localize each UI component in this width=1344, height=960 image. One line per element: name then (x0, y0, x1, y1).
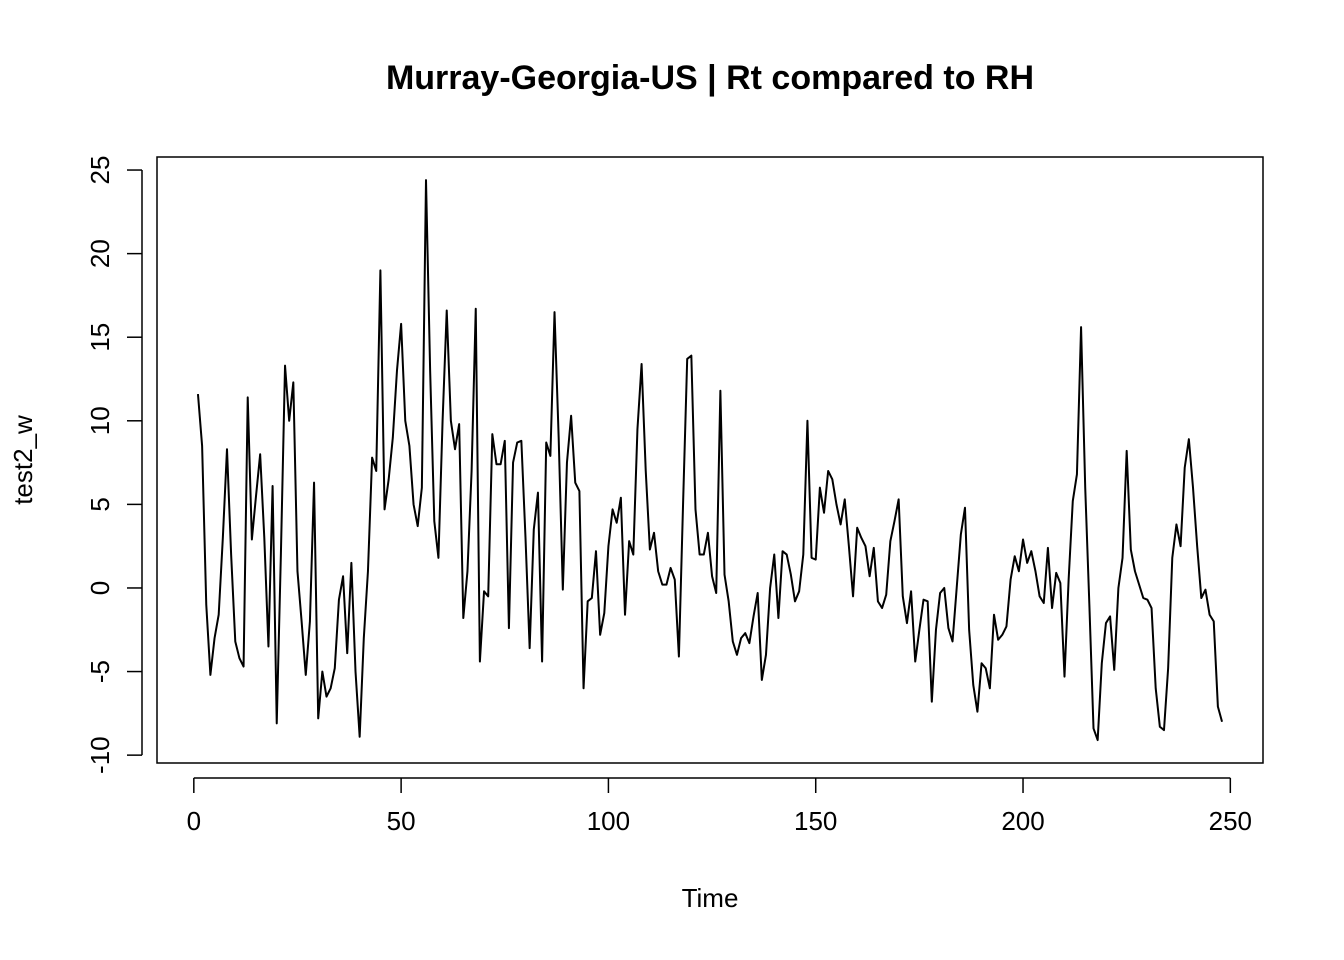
series-line (196, 179, 1224, 742)
plot-box (156, 156, 1264, 764)
y-tick-label: 25 (85, 156, 115, 185)
x-tick-label: 150 (794, 806, 837, 836)
x-tick-label: 0 (187, 806, 201, 836)
x-axis-label: Time (682, 883, 739, 913)
y-tick-label: 0 (85, 581, 115, 595)
y-axis-label: test2_w (8, 415, 38, 505)
chart-title: Murray-Georgia-US | Rt compared to RH (386, 59, 1034, 97)
y-tick-label: -5 (85, 660, 115, 683)
x-tick-label: 50 (387, 806, 416, 836)
x-tick-label: 250 (1209, 806, 1252, 836)
y-tick-label: 20 (85, 239, 115, 268)
x-tick-label: 200 (1001, 806, 1044, 836)
y-tick-label: 10 (85, 406, 115, 435)
y-tick-label: 5 (85, 497, 115, 511)
y-tick-label: -10 (85, 736, 115, 774)
y-tick-label: 15 (85, 323, 115, 352)
x-tick-label: 100 (587, 806, 630, 836)
